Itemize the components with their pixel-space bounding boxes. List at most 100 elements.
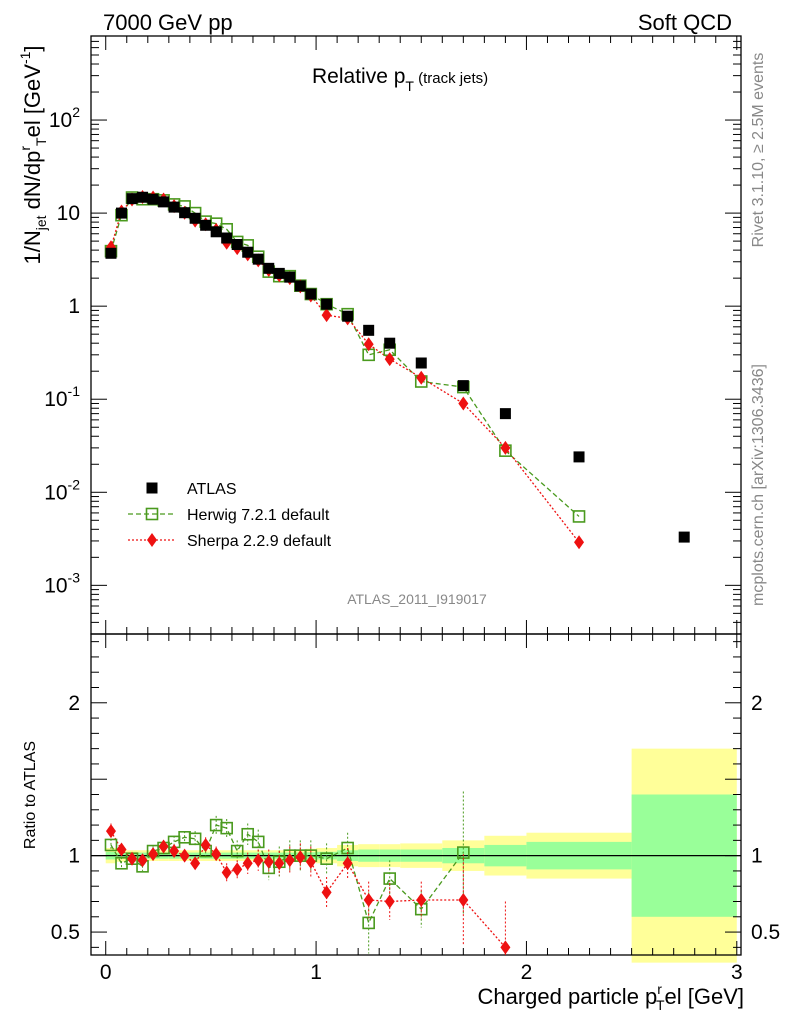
- atlas-point: [231, 238, 243, 250]
- atlas-point: [252, 253, 264, 265]
- sherpa-point: [363, 892, 374, 907]
- atlas-point: [294, 280, 306, 292]
- atlas-point: [342, 310, 354, 322]
- sherpa-point: [500, 940, 511, 955]
- atlas-point: [263, 262, 275, 274]
- mcplots-label: mcplots.cern.ch [arXiv:1306.3436]: [750, 364, 767, 606]
- y-tick-label: 10-1: [44, 383, 80, 411]
- x-tick-label: 0: [100, 961, 112, 984]
- y-tick-label: 10-3: [44, 569, 80, 597]
- herwig-point: [145, 507, 159, 521]
- svg-text:1/Njet dN/dprTel [GeV-1]: 1/Njet dN/dprTel [GeV-1]: [17, 45, 49, 264]
- sherpa-point: [500, 440, 511, 455]
- sherpa-point: [158, 839, 169, 854]
- atlas-point: [126, 193, 138, 205]
- sherpa-point: [321, 885, 332, 900]
- sherpa-point: [253, 853, 264, 868]
- sherpa-line: [110, 196, 580, 543]
- header-right: Soft QCD: [638, 10, 732, 35]
- atlas-point: [457, 380, 469, 392]
- sherpa-point: [190, 856, 201, 871]
- sherpa-point: [179, 848, 190, 863]
- sherpa-point: [458, 396, 469, 411]
- herwig-point: [188, 832, 202, 846]
- herwig-point: [220, 821, 233, 835]
- sherpa-point: [232, 862, 243, 877]
- sherpa-point: [284, 853, 295, 868]
- sherpa-point: [127, 851, 138, 866]
- herwig-legend-label: Herwig 7.2.1 default: [187, 507, 330, 524]
- atlas-point: [284, 271, 296, 283]
- atlas-point: [146, 482, 158, 494]
- atlas-point: [179, 207, 191, 219]
- ratio-y-tick-label-right: 1: [751, 845, 763, 868]
- herwig-point: [362, 916, 375, 930]
- sherpa-point: [574, 535, 585, 550]
- sherpa-point: [263, 854, 274, 869]
- x-axis-label: Charged particle pr Tel [GeV]: [478, 981, 745, 1013]
- atlas-point: [242, 246, 254, 258]
- sherpa-point: [384, 352, 395, 367]
- atlas-point: [273, 267, 285, 279]
- sherpa-point: [274, 856, 285, 871]
- herwig-point: [241, 827, 255, 841]
- atlas-point: [499, 408, 511, 420]
- atlas-point: [105, 247, 117, 259]
- atlas-point: [158, 196, 170, 208]
- ratio-y-tick-label-right: 2: [751, 692, 763, 715]
- herwig-point: [457, 846, 470, 859]
- sherpa-point: [321, 308, 332, 323]
- sherpa-point: [200, 837, 211, 852]
- atlas-point: [415, 357, 427, 369]
- atlas-point: [200, 219, 212, 231]
- sherpa-point: [169, 844, 180, 859]
- ratio-y-tick-label: 1: [68, 845, 80, 868]
- sherpa-point: [137, 853, 148, 868]
- sherpa-point: [305, 854, 316, 869]
- sherpa-point: [116, 842, 127, 857]
- sherpa-point: [221, 865, 232, 880]
- sherpa-point: [458, 892, 469, 907]
- herwig-ratio-line: [110, 824, 464, 925]
- sherpa-point: [147, 533, 157, 547]
- x-tick-label: 3: [731, 961, 743, 984]
- atlas-point: [384, 337, 396, 349]
- y-tick-label: 102: [49, 104, 80, 132]
- sherpa-point: [416, 370, 427, 385]
- atlas-point: [678, 531, 690, 543]
- ratio-y-tick-label: 2: [68, 692, 80, 715]
- rivet-label: Rivet 3.1.10, ≥ 2.5M events: [750, 53, 767, 248]
- sherpa-point: [384, 894, 395, 909]
- watermark: ATLAS_2011_I919017: [347, 591, 487, 607]
- x-tick-label: 2: [521, 961, 533, 984]
- ratio-y-tick-label: 0.5: [51, 921, 80, 944]
- atlas-point: [221, 232, 233, 244]
- ratio-y-tick-label-right: 0.5: [751, 921, 780, 944]
- sherpa-point: [242, 856, 253, 871]
- ratio-y-label: Ratio to ATLAS: [22, 741, 39, 849]
- y-tick-label: 10: [57, 202, 80, 225]
- y-tick-label: 10-2: [44, 476, 80, 504]
- atlas-point: [363, 324, 375, 336]
- herwig-point: [572, 510, 586, 523]
- atlas-point: [321, 298, 333, 310]
- herwig-point: [251, 835, 265, 849]
- atlas-point: [305, 288, 317, 300]
- sherpa-point: [363, 337, 374, 352]
- sherpa-point: [416, 892, 427, 907]
- sherpa-point: [211, 847, 222, 862]
- atlas-point: [168, 201, 180, 213]
- atlas-point: [189, 212, 201, 224]
- sherpa-point: [148, 847, 159, 862]
- sherpa-point: [295, 850, 306, 865]
- atlas-point: [147, 193, 159, 205]
- sherpa-point: [105, 824, 116, 839]
- legend: ATLAS Herwig 7.2.1 default Sherpa 2.2.9 de…: [128, 481, 332, 550]
- atlas-legend-label: ATLAS: [187, 481, 237, 498]
- atlas-point: [573, 451, 585, 463]
- y-tick-label: 1: [68, 295, 80, 318]
- atlas-point: [210, 226, 222, 238]
- atlas-point: [116, 207, 128, 219]
- herwig-line: [110, 196, 580, 517]
